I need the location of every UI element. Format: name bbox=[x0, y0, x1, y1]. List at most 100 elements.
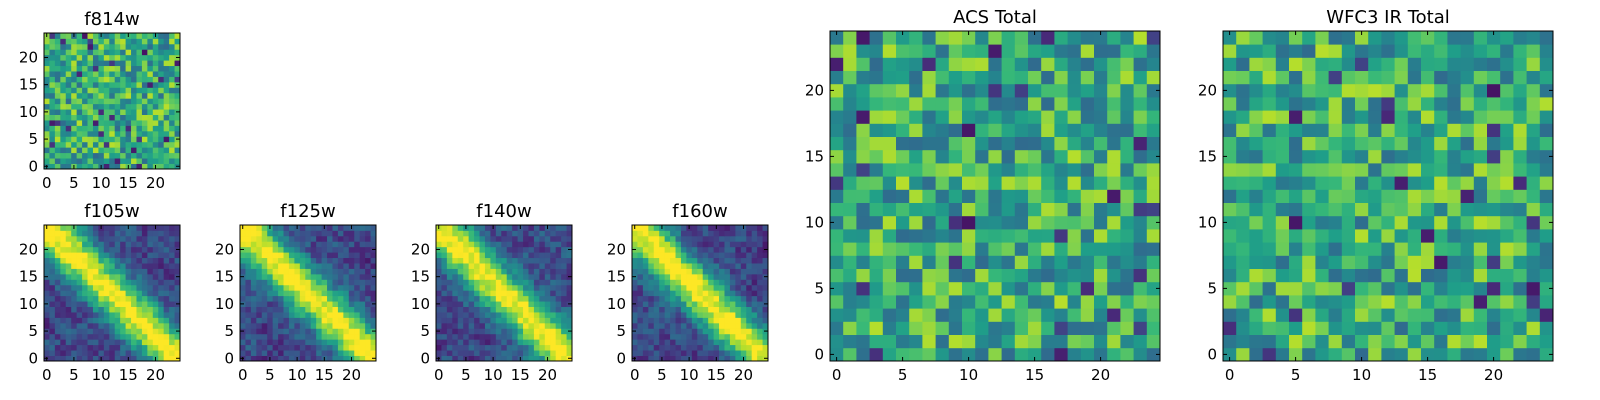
heatmap-cell bbox=[713, 268, 720, 275]
heatmap-cell bbox=[87, 60, 94, 67]
heatmap-cell bbox=[436, 284, 442, 291]
heatmap-cell bbox=[463, 241, 470, 248]
heatmap-cell bbox=[1460, 242, 1475, 256]
heatmap-cell bbox=[120, 76, 126, 83]
heatmap-cell bbox=[1473, 229, 1488, 243]
heatmap-cell bbox=[332, 246, 339, 253]
heatmap-cell bbox=[1107, 202, 1121, 217]
heatmap-cell bbox=[1421, 70, 1435, 85]
heatmap-cell bbox=[158, 252, 165, 259]
heatmap-cell bbox=[82, 257, 88, 264]
heatmap-cell bbox=[1368, 242, 1382, 256]
heatmap-cell bbox=[1094, 70, 1108, 85]
heatmap-cell bbox=[261, 312, 268, 318]
heatmap-cell bbox=[484, 257, 491, 264]
heatmap-cell bbox=[316, 306, 322, 313]
heatmap-cell bbox=[495, 322, 502, 329]
heatmap-cell bbox=[1500, 229, 1514, 243]
heatmap-cell bbox=[882, 70, 897, 85]
heatmap-cell bbox=[659, 284, 666, 291]
heatmap-cell bbox=[1513, 70, 1527, 85]
heatmap-cell bbox=[664, 301, 671, 307]
heatmap-cell bbox=[60, 120, 67, 126]
heatmap-cell bbox=[1236, 136, 1250, 151]
heatmap-cell bbox=[495, 284, 502, 291]
x-tick-label: 5 bbox=[1291, 366, 1301, 384]
heatmap-cell bbox=[82, 350, 88, 356]
heatmap-cell bbox=[174, 350, 181, 356]
heatmap-cell bbox=[1513, 242, 1527, 256]
heatmap-cell bbox=[495, 355, 502, 362]
heatmap-cell bbox=[141, 130, 148, 137]
heatmap-cell bbox=[512, 268, 518, 275]
heatmap-cell bbox=[256, 257, 263, 264]
heatmap-cell bbox=[294, 333, 301, 340]
heatmap-cell bbox=[348, 328, 355, 335]
heatmap-cell bbox=[648, 263, 655, 269]
heatmap-cell bbox=[909, 202, 923, 217]
heatmap-cell bbox=[735, 263, 742, 269]
heatmap-cell bbox=[60, 295, 67, 302]
heatmap-cell bbox=[539, 295, 546, 302]
heatmap-cell bbox=[141, 87, 148, 94]
heatmap-cell bbox=[163, 98, 170, 105]
heatmap-cell bbox=[114, 246, 121, 253]
heatmap-cell bbox=[299, 284, 306, 291]
heatmap-cell bbox=[337, 241, 344, 248]
heatmap-cell bbox=[1014, 149, 1029, 164]
heatmap-cell bbox=[561, 339, 567, 346]
heatmap-cell bbox=[1014, 97, 1029, 111]
heatmap-cell bbox=[479, 290, 486, 297]
heatmap-cell bbox=[316, 252, 322, 259]
heatmap-cell bbox=[245, 273, 252, 280]
heatmap-cell bbox=[114, 306, 121, 313]
heatmap-cell bbox=[1067, 44, 1082, 58]
heatmap-cell bbox=[1236, 202, 1250, 217]
heatmap-cell bbox=[922, 334, 936, 349]
heatmap-cell bbox=[370, 322, 377, 329]
heatmap-cell bbox=[240, 279, 246, 286]
y-tick-label: 5 bbox=[814, 279, 824, 297]
heatmap-cell bbox=[1249, 281, 1263, 296]
heatmap-cell bbox=[60, 257, 67, 264]
heatmap-cell bbox=[1302, 176, 1316, 190]
heatmap-cell bbox=[675, 350, 682, 356]
heatmap-cell bbox=[882, 268, 897, 283]
heatmap-cell bbox=[680, 355, 687, 362]
heatmap-cell bbox=[1236, 163, 1250, 177]
heatmap-cell bbox=[830, 44, 844, 58]
heatmap-cell bbox=[316, 295, 322, 302]
heatmap-cell bbox=[44, 230, 50, 237]
heatmap-cell bbox=[54, 225, 61, 231]
heatmap-cell bbox=[1041, 268, 1055, 283]
heatmap-cell bbox=[288, 290, 295, 297]
heatmap-cell bbox=[120, 279, 126, 286]
heatmap-cell bbox=[1302, 295, 1316, 309]
heatmap-cell bbox=[1381, 242, 1395, 256]
heatmap-cell bbox=[539, 290, 546, 297]
heatmap-cell bbox=[1223, 334, 1237, 349]
heatmap-cell bbox=[348, 339, 355, 346]
heatmap-cell bbox=[1460, 136, 1475, 151]
heatmap-cell bbox=[1355, 83, 1369, 98]
heatmap-cell bbox=[1120, 70, 1134, 85]
heatmap-cell bbox=[740, 344, 747, 351]
heatmap-cell bbox=[830, 268, 844, 283]
heatmap-cell bbox=[746, 230, 753, 237]
heatmap-cell bbox=[436, 235, 442, 242]
heatmap-cell bbox=[501, 339, 508, 346]
heatmap-cell bbox=[49, 103, 56, 110]
heatmap-cell bbox=[125, 295, 132, 302]
heatmap-cell bbox=[131, 71, 137, 77]
heatmap-cell bbox=[250, 339, 257, 346]
heatmap-cell bbox=[1460, 295, 1475, 309]
heatmap-cell bbox=[60, 141, 67, 148]
heatmap-cell bbox=[479, 333, 486, 340]
heatmap-cell bbox=[490, 241, 497, 248]
heatmap-cell bbox=[337, 257, 344, 264]
heatmap-cell bbox=[120, 301, 126, 307]
heatmap-cell bbox=[332, 284, 339, 291]
heatmap-cell bbox=[103, 38, 110, 45]
heatmap-cell bbox=[909, 347, 923, 362]
